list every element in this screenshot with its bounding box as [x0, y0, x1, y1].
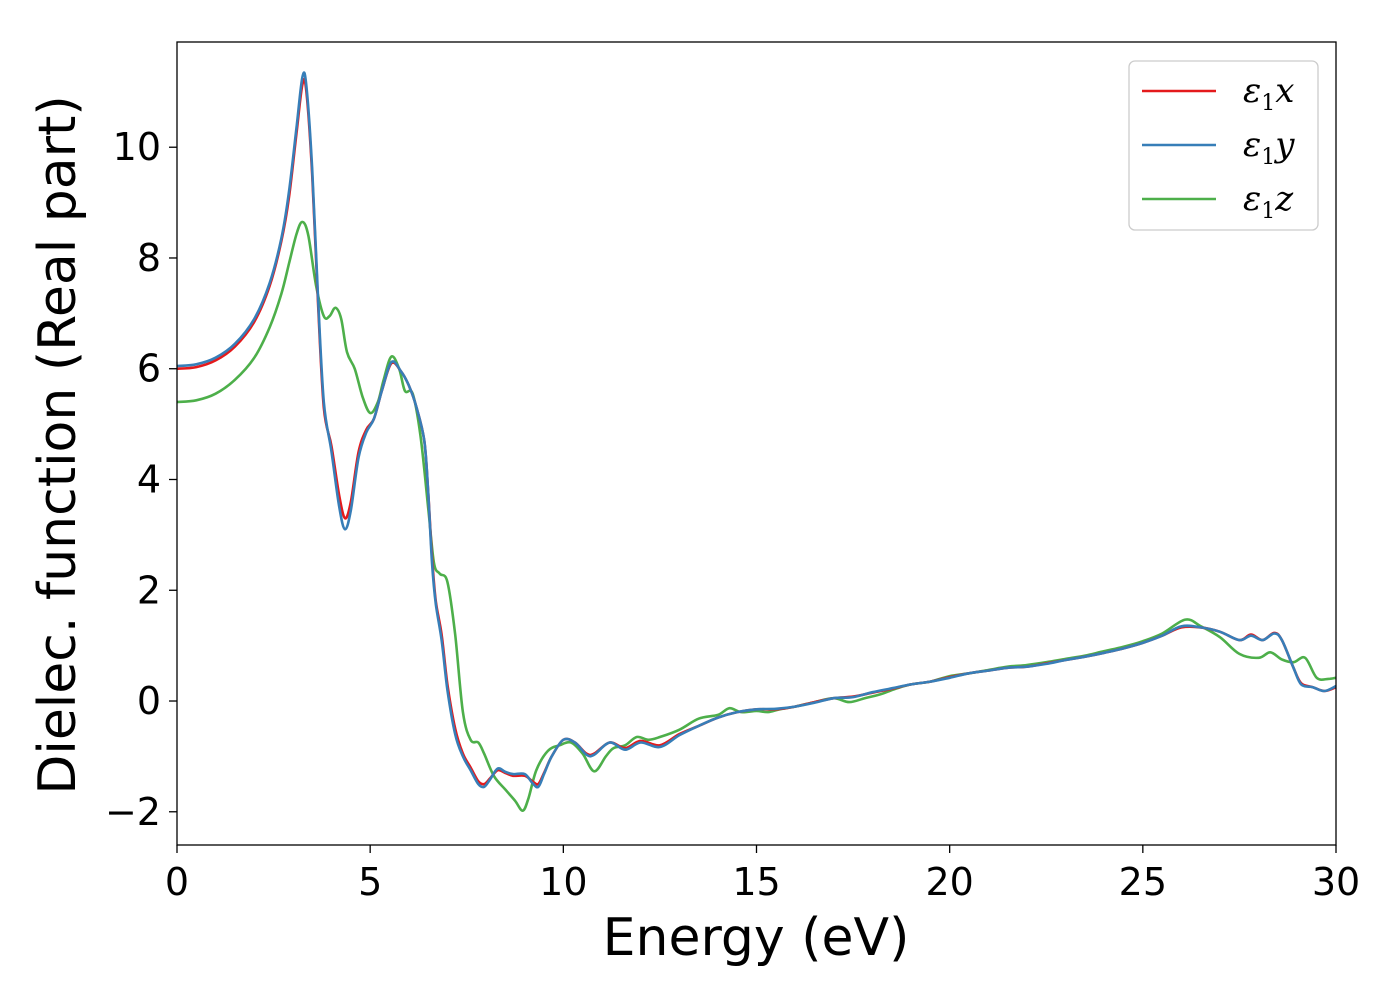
y-axis-label: Dielec. function (Real part) — [28, 95, 88, 794]
y-tick-label-4: 6 — [137, 347, 161, 391]
y-tick-label-5: 8 — [137, 236, 161, 280]
x-tick-label-4: 20 — [925, 860, 973, 904]
y-tick-label-3: 4 — [137, 457, 161, 501]
legend-item-y: ε1y — [1142, 125, 1295, 170]
series-line-z — [177, 220, 1336, 812]
series-layer — [177, 71, 1336, 812]
x-axis-label: Energy (eV) — [603, 908, 910, 968]
y-tick-label-1: 0 — [137, 679, 161, 723]
legend: ε1x ε1y ε1z — [1128, 60, 1319, 231]
y-tick-label-6: 10 — [113, 125, 161, 169]
x-axis: 0 5 10 15 20 25 30 — [165, 845, 1360, 904]
x-tick-label-0: 0 — [165, 860, 189, 904]
x-tick-label-2: 10 — [539, 860, 587, 904]
legend-label-y: ε1y — [1243, 125, 1295, 170]
x-tick-label-5: 25 — [1119, 860, 1167, 904]
legend-item-x: ε1x — [1142, 71, 1294, 116]
y-tick-label-2: 2 — [137, 568, 161, 612]
legend-box — [1128, 60, 1319, 231]
x-tick-label-1: 5 — [358, 860, 382, 904]
y-tick-label-0: −2 — [105, 790, 161, 834]
x-tick-label-6: 30 — [1312, 860, 1360, 904]
legend-item-z: ε1z — [1142, 179, 1294, 224]
legend-label-z: ε1z — [1243, 179, 1294, 224]
y-axis: −2 0 2 4 6 8 10 — [105, 125, 177, 834]
series-line-y — [177, 71, 1336, 789]
legend-label-x: ε1x — [1243, 71, 1294, 116]
x-tick-label-3: 15 — [732, 860, 780, 904]
